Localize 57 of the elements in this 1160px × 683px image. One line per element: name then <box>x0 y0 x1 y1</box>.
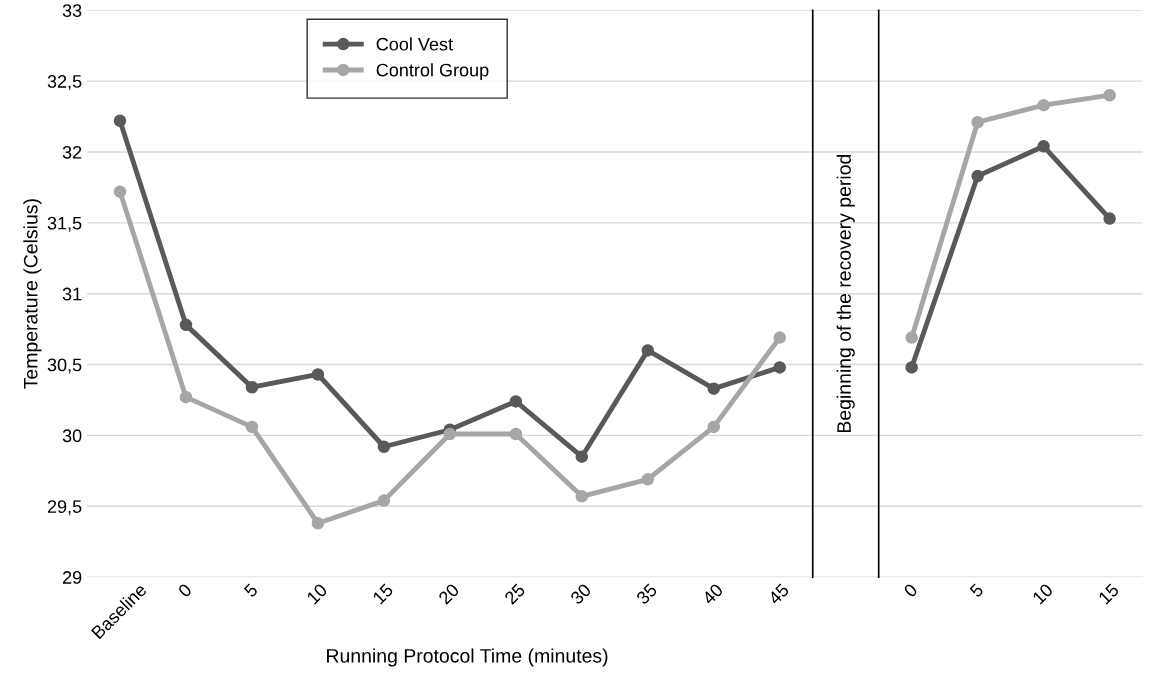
x-tick-label: 25 <box>503 582 526 605</box>
x-tick-label: 20 <box>437 582 460 605</box>
x-tick-label: 30 <box>569 582 592 606</box>
x-tick-label: 0 <box>903 582 919 598</box>
x-tick-label: 45 <box>767 583 790 606</box>
point <box>1103 212 1116 225</box>
x-tick-label: 5 <box>243 583 259 598</box>
point <box>773 361 786 374</box>
point <box>575 490 589 503</box>
x-tick-label: 40 <box>701 582 724 606</box>
point <box>707 420 721 434</box>
y-tick-label: 30 <box>62 429 82 443</box>
legend-label: Cool Vest <box>376 37 453 51</box>
point <box>509 427 523 441</box>
y-axis-title: Temperature (Celsius) <box>23 199 42 389</box>
point <box>311 517 325 530</box>
x-tick-label: 0 <box>177 582 193 598</box>
y-tick-label: 30,5 <box>47 358 82 374</box>
x-tick-label: 15 <box>1098 583 1120 605</box>
point <box>443 427 457 441</box>
point <box>1103 89 1116 102</box>
point <box>575 450 589 463</box>
point <box>641 473 655 486</box>
point <box>179 318 193 332</box>
annotation: Beginning of the recovery period <box>836 154 855 433</box>
point <box>377 494 391 507</box>
x-axis-title: Running Protocol Time (minutes) <box>327 648 608 667</box>
y-tick-label: 29,5 <box>47 500 82 516</box>
y-tick-label: 31,5 <box>47 216 82 232</box>
y-tick-label: 33 <box>62 4 82 17</box>
point <box>641 344 655 357</box>
point <box>971 169 984 183</box>
point <box>113 185 127 198</box>
point <box>245 380 259 394</box>
y-tick-label: 31 <box>62 287 82 301</box>
x-tick-label: 35 <box>635 582 658 606</box>
y-tick-label: 29 <box>62 571 82 584</box>
point <box>773 331 786 344</box>
point <box>509 395 523 408</box>
x-tick-label: 10 <box>306 582 328 605</box>
point <box>905 361 918 374</box>
point <box>179 390 193 404</box>
point <box>113 114 127 128</box>
x-tick-label: 15 <box>372 583 394 605</box>
point <box>1037 140 1050 153</box>
x-tick-label: 5 <box>969 583 985 598</box>
point <box>707 382 721 395</box>
x-tick-label: 10 <box>1031 582 1054 605</box>
point <box>311 368 325 381</box>
y-tick-label: 32 <box>62 145 82 159</box>
y-tick-label: 32,5 <box>47 75 82 90</box>
point <box>905 331 918 344</box>
point <box>377 440 391 454</box>
legend-label: Control Group <box>376 63 489 81</box>
point <box>971 115 984 129</box>
point <box>245 420 259 434</box>
point <box>1037 98 1050 112</box>
